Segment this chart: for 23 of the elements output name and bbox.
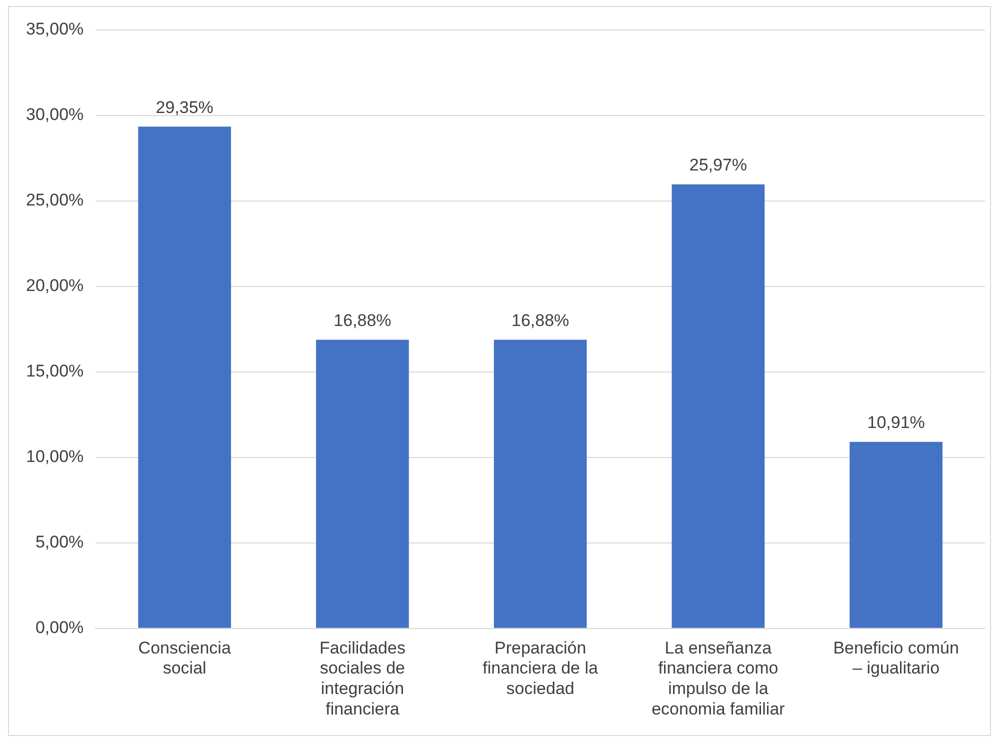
bar bbox=[138, 126, 232, 628]
y-tick-label: 15,00% bbox=[26, 362, 84, 381]
x-tick-label: Facilidades sociales de integración financiera bbox=[319, 638, 406, 718]
y-tick-label: 35,00% bbox=[26, 20, 84, 39]
bar bbox=[316, 340, 409, 628]
data-label: 16,88% bbox=[511, 310, 570, 330]
y-tick-label: 10,00% bbox=[26, 447, 84, 466]
y-tick-label: 20,00% bbox=[26, 276, 84, 296]
data-label: 29,35% bbox=[156, 98, 214, 117]
y-tick-label: 25,00% bbox=[26, 190, 84, 210]
y-tick-label: 30,00% bbox=[26, 105, 84, 124]
data-label: 16,88% bbox=[334, 310, 392, 330]
x-tick-label: La enseñanza financiera como impulso de la economia familiar bbox=[652, 638, 786, 718]
x-tick-label: Preparación financiera de la sociedad bbox=[482, 638, 599, 698]
bar bbox=[672, 184, 765, 628]
x-tick-label: Beneficio común – igualitario bbox=[833, 638, 959, 678]
data-label: 10,91% bbox=[867, 413, 925, 432]
x-tick-label: Consciencia social bbox=[138, 638, 232, 678]
bar bbox=[494, 340, 587, 628]
y-tick-label: 5,00% bbox=[35, 532, 84, 552]
bar bbox=[850, 442, 942, 628]
y-tick-label: 0,00% bbox=[35, 618, 84, 638]
data-label: 25,97% bbox=[689, 156, 748, 175]
